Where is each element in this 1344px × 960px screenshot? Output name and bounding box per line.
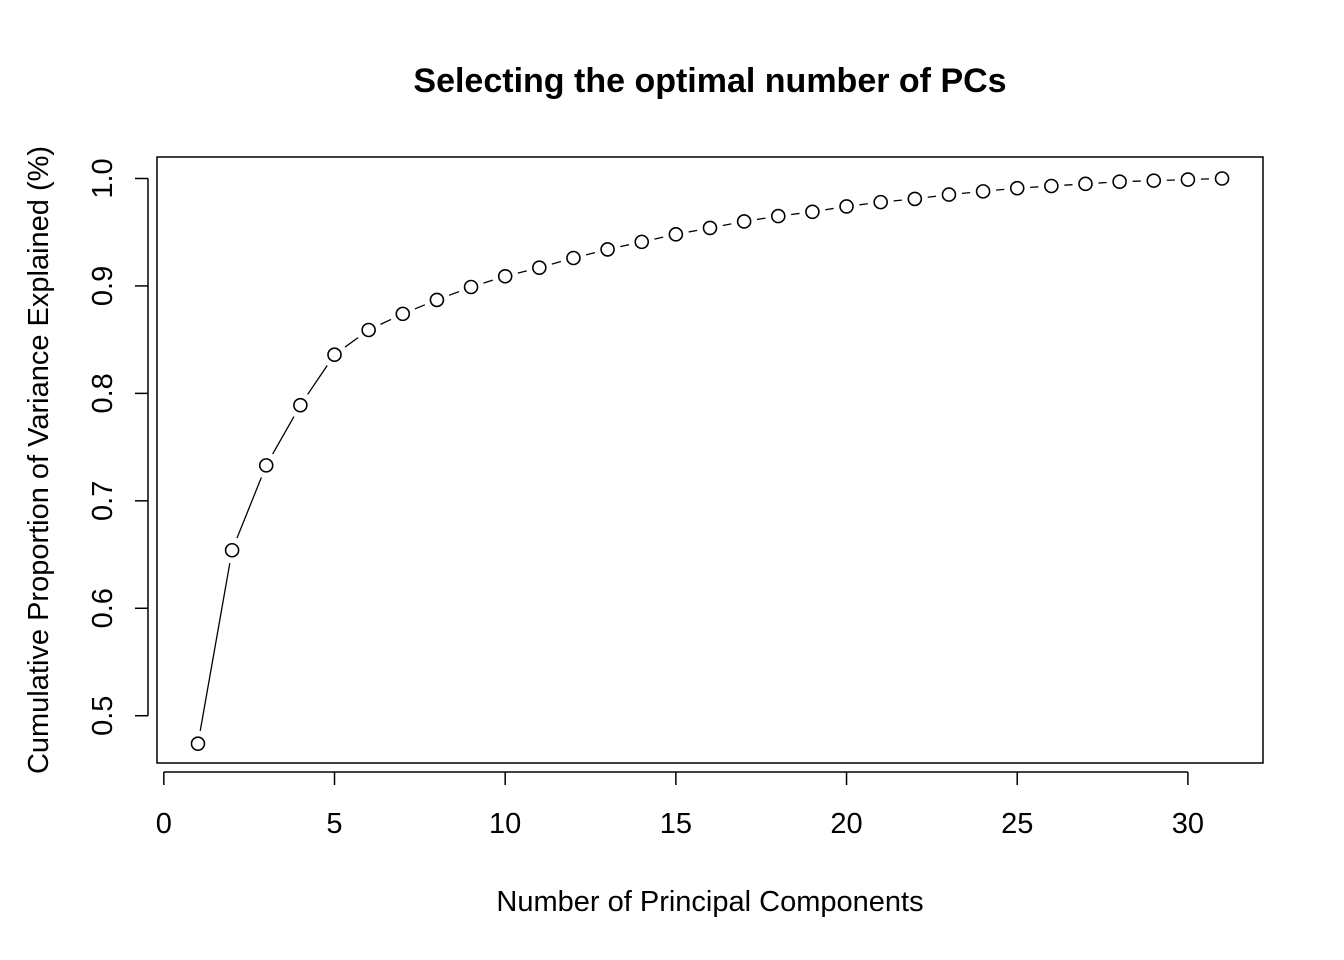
y-axis: 0.5 0.6 0.7 0.8 0.9 1.0 [87, 158, 149, 736]
data-point [1112, 174, 1127, 190]
x-tick-label: 10 [489, 808, 521, 840]
data-point [361, 322, 376, 338]
data-point [873, 194, 888, 210]
data-point [805, 204, 820, 220]
data-point [1009, 180, 1025, 196]
y-tick-label: 1.0 [87, 158, 119, 198]
data-point [395, 306, 411, 322]
series-segment [448, 290, 460, 296]
series-segment [1030, 186, 1039, 188]
series-segment [722, 223, 732, 227]
data-point [224, 542, 240, 558]
data-point [532, 260, 547, 275]
data-point [975, 184, 991, 199]
x-tick-label: 15 [660, 808, 692, 840]
series-segment [483, 279, 493, 284]
data-point [190, 736, 206, 751]
series-segment [414, 304, 426, 310]
data-point [293, 397, 308, 413]
data-point [702, 220, 718, 236]
data-point [497, 268, 513, 284]
series-segment [791, 212, 800, 216]
plot-area [156, 156, 1264, 764]
series-segment [585, 251, 596, 256]
series-segment [551, 260, 562, 265]
y-tick-label: 0.6 [87, 588, 119, 628]
series-segment [825, 207, 834, 211]
data-point [1044, 178, 1059, 194]
x-tick-label: 20 [830, 808, 862, 840]
series-segment [1098, 181, 1107, 184]
series-segment [272, 416, 295, 455]
series-points [190, 171, 1230, 751]
x-axis-label: Number of Principal Components [496, 886, 923, 918]
y-axis-label: Cumulative Proportion of Variance Explai… [23, 146, 55, 774]
data-point [839, 199, 854, 214]
y-tick-label: 0.8 [87, 373, 119, 413]
series-segment [654, 236, 664, 240]
data-point [668, 227, 684, 242]
series-segment [756, 217, 766, 221]
data-point [1078, 176, 1093, 192]
x-tick-label: 30 [1172, 808, 1204, 840]
data-point [907, 191, 923, 207]
data-point [1214, 171, 1230, 186]
data-point [566, 250, 581, 266]
series-segment [307, 365, 328, 395]
series-line [199, 178, 1210, 731]
data-point [327, 347, 342, 363]
data-point [600, 242, 615, 257]
chart-title: Selecting the optimal number of PCs [413, 62, 1006, 100]
data-point [463, 279, 479, 295]
series-segment [1064, 184, 1073, 186]
series-segment [344, 337, 359, 348]
x-tick-label: 5 [326, 808, 342, 840]
x-axis: 0 5 10 15 20 25 30 [156, 771, 1204, 840]
series-segment [995, 188, 1005, 191]
data-point [941, 187, 957, 202]
data-point [1180, 172, 1196, 187]
data-point [634, 234, 650, 250]
series-segment [859, 203, 868, 206]
series-segment [517, 270, 527, 274]
data-point [770, 208, 786, 224]
data-point [429, 292, 445, 308]
series-segment [688, 229, 698, 233]
x-tick-label: 25 [1001, 808, 1033, 840]
y-tick-label: 0.7 [87, 481, 119, 521]
y-tick-label: 0.9 [87, 266, 119, 306]
series-segment [927, 195, 937, 198]
data-point [258, 458, 274, 473]
series-segment [893, 199, 902, 202]
series-segment [961, 191, 971, 195]
x-tick-label: 0 [156, 808, 172, 840]
series-segment [380, 318, 392, 326]
series-segment [620, 244, 630, 248]
data-point [1146, 173, 1162, 188]
series-segment [199, 562, 231, 731]
series-segment [236, 477, 262, 539]
data-point [736, 214, 752, 229]
y-tick-label: 0.5 [87, 696, 119, 736]
